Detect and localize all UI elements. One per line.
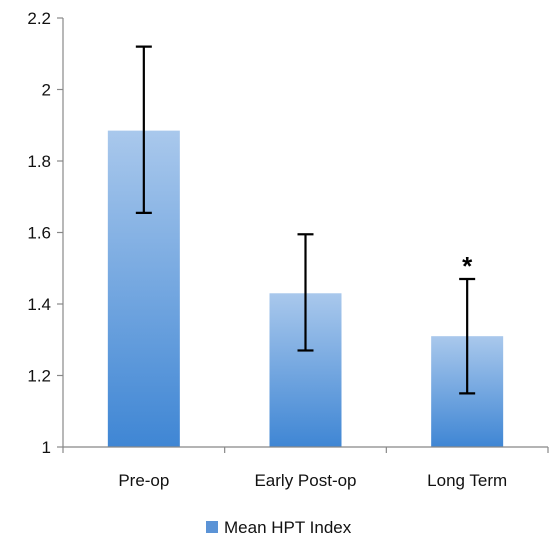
x-ticks: Pre-op Early Post-op Long Term xyxy=(63,447,548,490)
y-tick-label: 2.2 xyxy=(27,9,51,28)
annotations: * xyxy=(462,251,473,281)
x-tick-label: Long Term xyxy=(427,471,507,490)
y-tick-label: 2 xyxy=(42,81,51,100)
legend-label: Mean HPT Index xyxy=(224,518,352,537)
y-tick-label: 1.6 xyxy=(27,224,51,243)
x-tick-label: Pre-op xyxy=(118,471,169,490)
error-bars-layer xyxy=(136,47,475,394)
y-tick-label: 1.4 xyxy=(27,295,51,314)
x-tick-label: Early Post-op xyxy=(254,471,356,490)
y-tick-label: 1.8 xyxy=(27,152,51,171)
legend: Mean HPT Index xyxy=(206,518,352,537)
y-tick-label: 1.2 xyxy=(27,367,51,386)
y-tick-label: 1 xyxy=(42,438,51,457)
legend-swatch xyxy=(206,521,218,533)
significance-marker: * xyxy=(462,251,473,281)
y-ticks: 1 1.2 1.4 1.6 1.8 2 2.2 xyxy=(27,9,63,457)
